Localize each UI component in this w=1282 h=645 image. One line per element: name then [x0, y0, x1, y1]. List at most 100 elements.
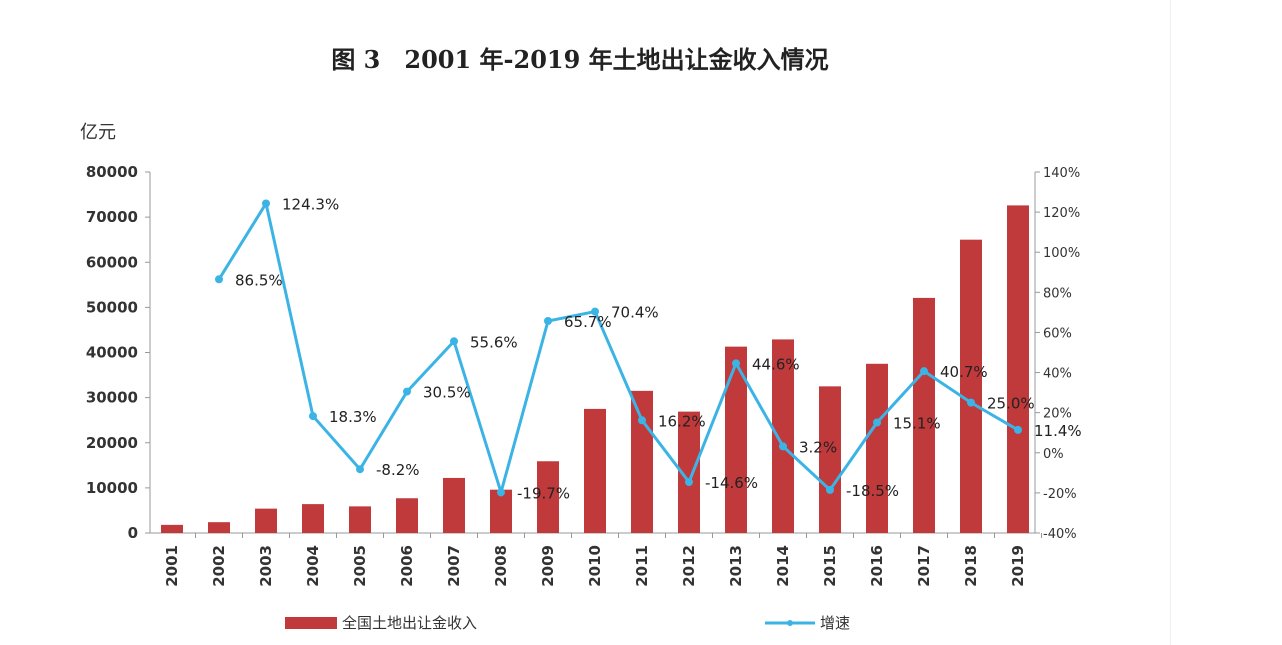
bar	[725, 346, 747, 533]
x-tick-label: 2007	[445, 545, 463, 587]
x-tick-label: 2006	[398, 545, 416, 587]
data-label: 3.2%	[799, 438, 837, 456]
data-label: 124.3%	[282, 195, 339, 213]
growth-point	[732, 359, 740, 368]
growth-point	[967, 398, 975, 407]
bar	[537, 461, 559, 533]
bar	[349, 506, 371, 533]
x-tick-label: 2008	[492, 545, 510, 587]
x-tick-label: 2016	[868, 545, 886, 587]
data-label: 25.0%	[987, 395, 1035, 413]
growth-point	[779, 442, 787, 451]
growth-point	[920, 367, 928, 376]
data-label: 11.4%	[1034, 422, 1082, 440]
x-tick-label: 2001	[163, 545, 181, 587]
growth-point	[873, 418, 881, 427]
y2-tick-label: 0%	[1043, 447, 1064, 462]
y-tick-label: 50000	[86, 298, 138, 316]
chart-title: 图 3 2001 年-2019 年土地出让金收入情况	[331, 45, 829, 74]
bar	[208, 522, 230, 533]
y2-tick-label: 20%	[1043, 407, 1072, 422]
legend-label-line: 增速	[820, 614, 850, 632]
growth-point	[215, 275, 223, 284]
growth-point	[685, 478, 693, 487]
bar	[161, 524, 183, 533]
data-label: -19.7%	[517, 484, 570, 502]
data-label: 15.1%	[893, 414, 941, 432]
growth-point	[826, 485, 834, 494]
y2-tick-label: 60%	[1043, 326, 1072, 341]
y-tick-label: 20000	[86, 434, 138, 452]
y2-tick-label: 140%	[1043, 166, 1080, 181]
y-tick-label: 0	[128, 524, 138, 542]
growth-point	[1014, 425, 1022, 434]
growth-point	[403, 387, 411, 396]
growth-point	[497, 488, 505, 497]
growth-point	[638, 416, 646, 425]
data-label: 30.5%	[423, 384, 471, 402]
y2-tick-label: -20%	[1043, 487, 1077, 502]
x-tick-label: 2004	[304, 545, 322, 587]
data-label: 18.3%	[329, 408, 377, 426]
x-tick-label: 2013	[727, 545, 745, 587]
bar	[960, 239, 982, 533]
y-tick-label: 70000	[86, 208, 138, 226]
x-tick-label: 2005	[351, 545, 369, 587]
x-tick-label: 2015	[821, 545, 839, 587]
x-tick-label: 2012	[680, 545, 698, 587]
data-label: -18.5%	[846, 482, 899, 500]
x-tick-label: 2003	[257, 545, 275, 587]
legend-marker-line	[787, 620, 793, 626]
data-label: -8.2%	[376, 461, 420, 479]
bar	[584, 408, 606, 533]
x-tick-label: 2018	[962, 545, 980, 587]
data-label: 40.7%	[940, 363, 988, 381]
growth-point	[262, 199, 270, 208]
x-tick-label: 2014	[774, 545, 792, 587]
data-label: 65.7%	[564, 313, 612, 331]
bar	[443, 477, 465, 533]
y2-tick-label: 40%	[1043, 367, 1072, 382]
growth-point	[544, 317, 552, 326]
x-tick-label: 2017	[915, 545, 933, 587]
y-axis-label: 亿元	[80, 122, 116, 143]
growth-point	[450, 337, 458, 346]
bar	[866, 363, 888, 533]
y-tick-label: 80000	[86, 163, 138, 181]
y2-tick-label: 100%	[1043, 246, 1080, 261]
data-label: 16.2%	[658, 412, 706, 430]
bar	[913, 297, 935, 533]
bar	[396, 498, 418, 533]
y-tick-label: 30000	[86, 389, 138, 407]
bar	[678, 411, 700, 533]
bar	[1007, 205, 1029, 533]
y2-tick-label: 80%	[1043, 286, 1072, 301]
x-tick-label: 2011	[633, 545, 651, 587]
legend-swatch-bar	[285, 617, 337, 629]
data-label: 44.6%	[752, 355, 800, 373]
growth-line	[217, 199, 1019, 498]
y-tick-label: 10000	[86, 479, 138, 497]
data-label: 86.5%	[235, 271, 283, 289]
bar	[631, 390, 653, 533]
bar	[490, 489, 512, 533]
y-tick-label: 40000	[86, 344, 138, 362]
x-tick-label: 2009	[539, 545, 557, 587]
y2-tick-label: 120%	[1043, 206, 1080, 221]
growth-point	[356, 465, 364, 474]
bar	[772, 339, 794, 533]
growth-point	[309, 412, 317, 421]
x-tick-label: 2002	[210, 545, 228, 587]
page-edge	[1170, 0, 1171, 645]
y2-tick-label: -40%	[1043, 527, 1077, 542]
y-tick-label: 60000	[86, 253, 138, 271]
growth-point	[591, 307, 599, 316]
data-label: -14.6%	[705, 474, 758, 492]
bar	[302, 504, 324, 533]
x-tick-label: 2019	[1009, 545, 1027, 587]
legend-label-bar: 全国土地出让金收入	[342, 614, 477, 632]
x-tick-label: 2010	[586, 545, 604, 587]
bar	[255, 508, 277, 533]
data-label: 70.4%	[611, 304, 659, 322]
